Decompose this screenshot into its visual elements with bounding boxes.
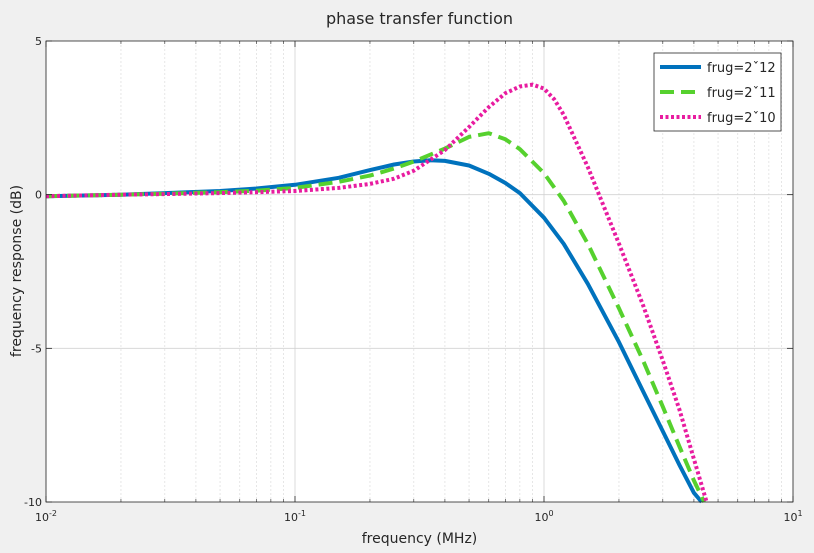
- x-tick-label: 10-1: [284, 509, 306, 524]
- y-tick-label: -5: [31, 342, 42, 355]
- plot-frame: [45, 40, 794, 503]
- legend: frug=2ˇ12 frug=2ˇ11 frug=2ˇ10: [653, 52, 782, 132]
- y-tick-label: -10: [24, 496, 42, 509]
- ticks: [45, 40, 794, 503]
- legend-label-2: frug=2ˇ11: [707, 86, 776, 101]
- series-line-3: [45, 82, 709, 503]
- tick-labels: 10-2 10-1 100 101 -10 -5 0 5: [24, 35, 803, 524]
- x-axis-label: frequency (MHz): [362, 531, 478, 547]
- series-line-2: [45, 131, 707, 503]
- curves: [45, 82, 709, 504]
- legend-label-3: frug=2ˇ10: [707, 111, 776, 126]
- x-tick-label: 101: [783, 509, 802, 524]
- y-axis-label: frequency response (dB): [9, 185, 25, 357]
- chart-title: phase transfer function: [326, 9, 513, 28]
- y-tick-label: 5: [35, 35, 42, 48]
- y-tick-label: 0: [35, 189, 42, 202]
- x-tick-label: 10-2: [35, 509, 57, 524]
- series-line-1: [45, 158, 704, 504]
- legend-label-1: frug=2ˇ12: [707, 61, 776, 76]
- x-tick-label: 100: [534, 509, 553, 524]
